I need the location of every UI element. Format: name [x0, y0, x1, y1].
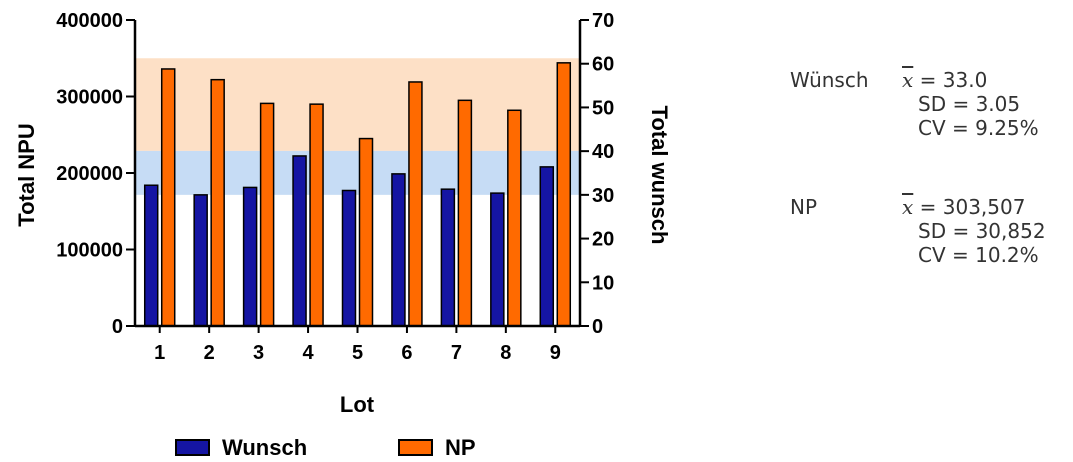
reference-bands [135, 58, 580, 195]
bar-wunsch-6 [391, 173, 406, 327]
legend-label-np: NP [445, 435, 476, 460]
left-tick-label: 200000 [56, 163, 123, 185]
reference-band-2 [135, 58, 580, 151]
left-tick-label: 0 [112, 316, 123, 338]
mean-symbol: x [902, 195, 914, 219]
bar-wunsch-1 [143, 184, 159, 327]
bar-np-7 [457, 99, 473, 327]
wunsch-cv: CV = 9.25% [918, 116, 1039, 140]
right-tick-label: 20 [592, 229, 614, 251]
legend-label-wunsch: Wunsch [222, 435, 307, 460]
x-tick-label: 9 [550, 342, 561, 364]
x-tick-label: 7 [451, 342, 462, 364]
tick-labels: 1 2 3 4 5 6 7 8 9 0 100000 200000 300000 400000 0 10 20 3… [56, 10, 614, 364]
left-axis-title: Total NPU [14, 123, 39, 226]
x-tick-label: 4 [302, 342, 314, 364]
bar-wunsch-8 [490, 192, 505, 327]
wunsch-mean-value: = 33.0 [919, 68, 988, 92]
np-mean: x = 303,507 [902, 196, 1025, 218]
legend: Wunsch NP [175, 435, 476, 460]
right-tick-label: 40 [592, 141, 614, 163]
bar-wunsch-4 [292, 155, 307, 327]
wunsch-sd: SD = 3.05 [918, 92, 1021, 116]
right-tick-label: 70 [592, 10, 614, 32]
bar-wunsch-3 [242, 186, 258, 327]
bar-wunsch-7 [440, 188, 456, 327]
x-tick-label: 6 [401, 342, 412, 364]
bar-np-8 [507, 109, 522, 327]
right-tick-label: 10 [592, 272, 614, 294]
right-tick-label: 0 [592, 316, 603, 338]
x-tick-label: 3 [253, 342, 264, 364]
bar-wunsch-5 [341, 189, 357, 327]
bar-wunsch-9 [539, 166, 555, 327]
right-tick-label: 60 [592, 54, 614, 76]
reference-band-1 [135, 150, 580, 195]
wunsch-stats-label: Wünsch [790, 68, 869, 92]
bar-np-3 [259, 102, 275, 327]
bar-np-5 [358, 137, 374, 327]
mean-symbol: x [902, 68, 914, 92]
right-axis-title: Total wunsch [647, 106, 672, 245]
left-tick-label: 100000 [56, 240, 123, 262]
bar-np-4 [309, 103, 324, 327]
np-sd: SD = 30,852 [918, 219, 1046, 243]
bar-wunsch-2 [193, 194, 208, 327]
bar-chart: 1 2 3 4 5 6 7 8 9 0 100000 200000 300000 400000 0 10 20 3… [14, 10, 672, 460]
x-axis-title: Lot [340, 392, 375, 417]
wunsch-mean: x = 33.0 [902, 69, 987, 91]
x-tick-label: 1 [154, 342, 165, 364]
np-mean-value: = 303,507 [919, 195, 1026, 219]
x-tick-label: 8 [500, 342, 511, 364]
bar-np-6 [408, 81, 423, 327]
x-tick-label: 2 [204, 342, 215, 364]
legend-swatch-wunsch [175, 439, 210, 456]
np-stats-label: NP [790, 195, 818, 219]
bar-np-9 [556, 62, 572, 327]
axes [126, 19, 589, 333]
x-tick-label: 5 [352, 342, 363, 364]
bar-np-1 [160, 68, 176, 327]
left-tick-label: 300000 [56, 87, 123, 109]
np-cv: CV = 10.2% [918, 243, 1039, 267]
right-tick-label: 50 [592, 97, 614, 119]
legend-swatch-np [398, 439, 433, 456]
bar-np-2 [210, 78, 225, 327]
left-tick-label: 400000 [56, 10, 123, 32]
right-tick-label: 30 [592, 185, 614, 207]
